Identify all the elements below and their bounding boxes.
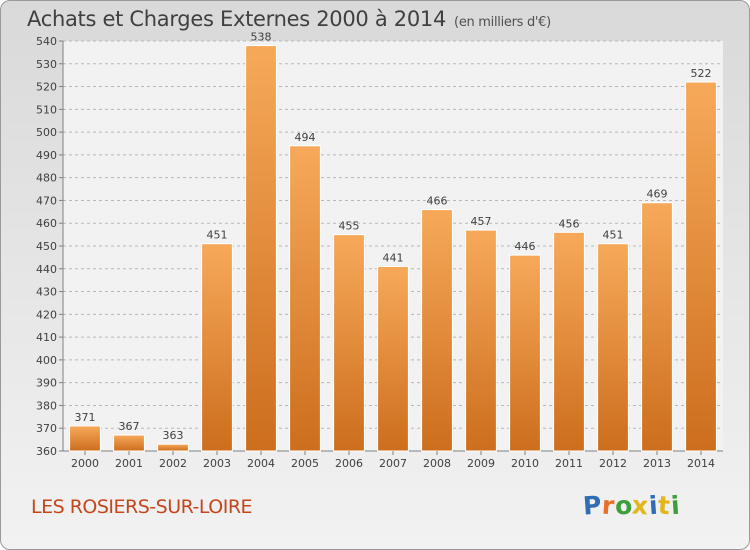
logo-letter: x xyxy=(631,490,650,521)
y-tick-label: 530 xyxy=(36,58,57,71)
x-tick-label-2014: 2014 xyxy=(687,457,715,470)
y-tick-label: 420 xyxy=(36,308,57,321)
bar-2013 xyxy=(641,202,673,452)
bar-2007 xyxy=(377,266,409,452)
bar-2014 xyxy=(685,81,717,452)
y-tick-label: 410 xyxy=(36,331,57,344)
y-tick-label: 450 xyxy=(36,240,57,253)
y-tick-label: 360 xyxy=(36,445,57,458)
y-tick-label: 470 xyxy=(36,194,57,207)
x-tick-label-2013: 2013 xyxy=(643,457,671,470)
bar-value-label-2000: 371 xyxy=(75,411,96,424)
bar-value-label-2007: 441 xyxy=(383,252,404,265)
x-tick-label-2001: 2001 xyxy=(115,457,143,470)
bar-value-label-2001: 367 xyxy=(119,420,140,433)
x-tick-label-2002: 2002 xyxy=(159,457,187,470)
chart-title-text: Achats et Charges Externes 2000 à 2014 xyxy=(27,7,447,31)
y-tick-label: 380 xyxy=(36,399,57,412)
x-tick-label-2005: 2005 xyxy=(291,457,319,470)
y-tick-label: 500 xyxy=(36,126,57,139)
bar-value-label-2006: 455 xyxy=(339,220,360,233)
x-tick-label-2008: 2008 xyxy=(423,457,451,470)
bar-value-label-2003: 451 xyxy=(207,229,228,242)
bar-2003 xyxy=(201,243,233,452)
x-tick-label-2006: 2006 xyxy=(335,457,363,470)
bar-2002 xyxy=(157,443,189,452)
bar-2009 xyxy=(465,229,497,452)
y-tick-label: 520 xyxy=(36,81,57,94)
y-tick-label: 490 xyxy=(36,149,57,162)
chart-unit: (en milliers d'€) xyxy=(454,15,551,30)
bar-value-label-2009: 457 xyxy=(471,215,492,228)
bar-2008 xyxy=(421,209,453,452)
bar-value-label-2010: 446 xyxy=(515,240,536,253)
proxiti-logo: Proxiti xyxy=(582,490,681,521)
x-tick-label-2010: 2010 xyxy=(511,457,539,470)
bar-2000 xyxy=(69,425,101,452)
y-tick-label: 430 xyxy=(36,286,57,299)
chart-title: Achats et Charges Externes 2000 à 2014 (e… xyxy=(27,7,551,31)
x-tick-label-2007: 2007 xyxy=(379,457,407,470)
bar-value-label-2014: 522 xyxy=(691,67,712,80)
y-tick-label: 480 xyxy=(36,172,57,185)
x-tick-label-2003: 2003 xyxy=(203,457,231,470)
x-tick-label-2009: 2009 xyxy=(467,457,495,470)
logo-letter: P xyxy=(582,490,603,521)
bar-value-label-2013: 469 xyxy=(647,188,668,201)
y-tick-label: 400 xyxy=(36,354,57,367)
x-tick-label-2011: 2011 xyxy=(555,457,583,470)
bar-value-label-2011: 456 xyxy=(559,217,580,230)
y-tick-label: 460 xyxy=(36,217,57,230)
x-tick-label-2004: 2004 xyxy=(247,457,275,470)
bar-2005 xyxy=(289,145,321,452)
bar-2006 xyxy=(333,234,365,452)
bar-value-label-2008: 466 xyxy=(427,195,448,208)
y-tick-label: 510 xyxy=(36,103,57,116)
bar-2010 xyxy=(509,254,541,452)
bar-value-label-2004: 538 xyxy=(251,31,272,44)
logo-letter: i xyxy=(669,490,681,521)
bar-value-label-2002: 363 xyxy=(163,429,184,442)
y-tick-label: 540 xyxy=(36,35,57,48)
x-tick-label-2012: 2012 xyxy=(599,457,627,470)
bar-2001 xyxy=(113,434,145,452)
bar-2011 xyxy=(553,231,585,452)
bar-2004 xyxy=(245,45,277,452)
x-tick-label-2000: 2000 xyxy=(71,457,99,470)
y-tick-label: 370 xyxy=(36,422,57,435)
bar-value-label-2012: 451 xyxy=(603,229,624,242)
commune-name: LES ROSIERS-SUR-LOIRE xyxy=(31,496,253,518)
bar-2012 xyxy=(597,243,629,452)
y-tick-label: 390 xyxy=(36,377,57,390)
y-tick-label: 440 xyxy=(36,263,57,276)
bar-value-label-2005: 494 xyxy=(295,131,316,144)
